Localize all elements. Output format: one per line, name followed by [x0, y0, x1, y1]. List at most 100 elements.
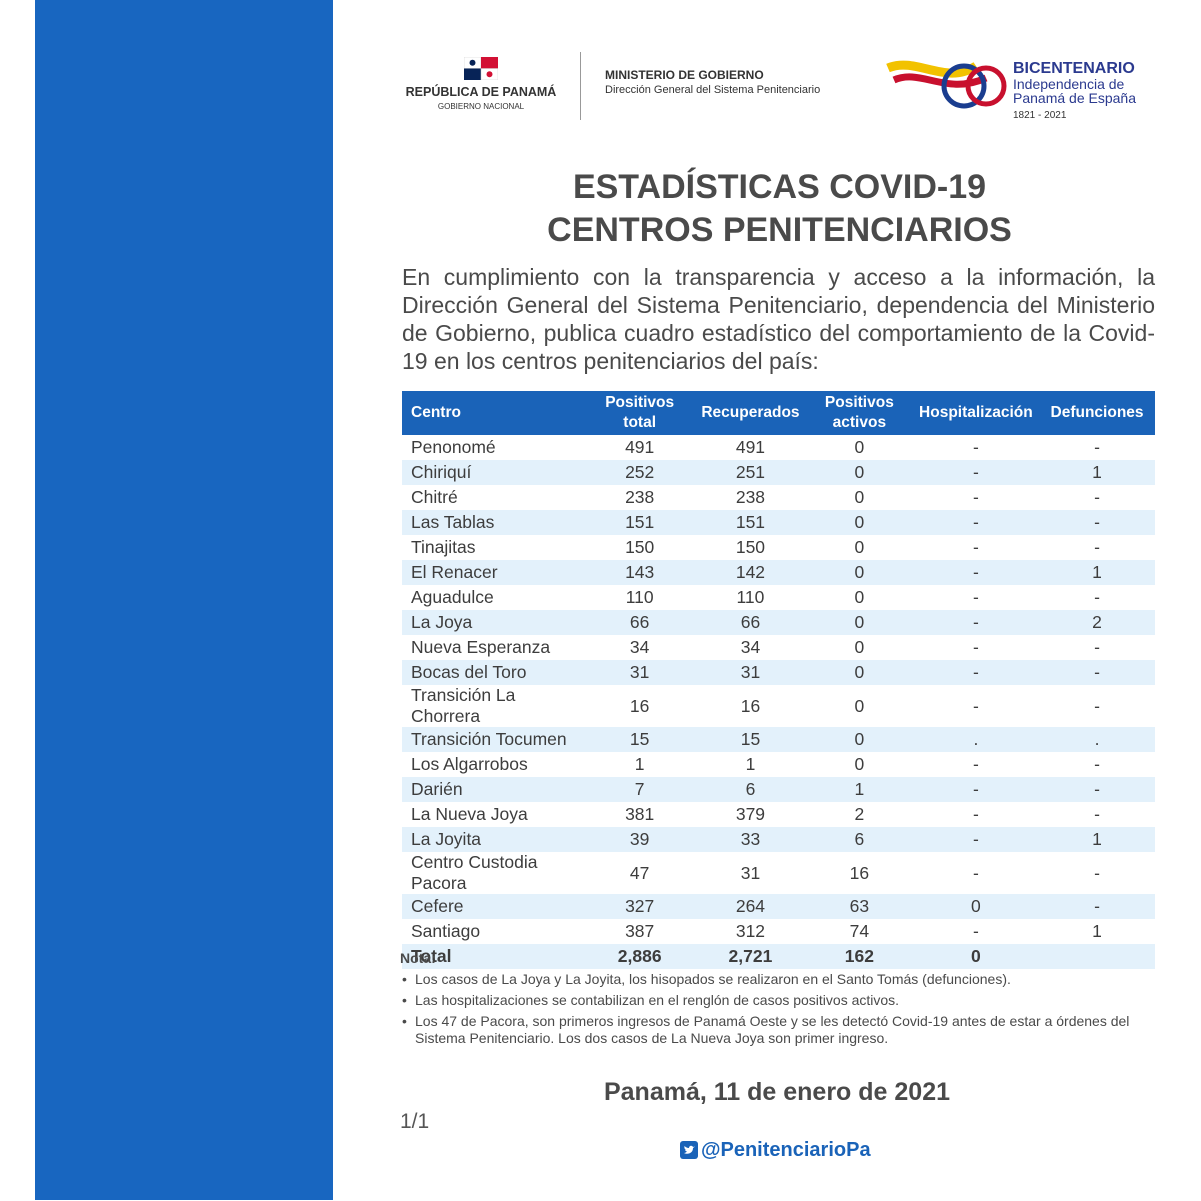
cell: 0: [854, 637, 865, 657]
cell: .: [1039, 727, 1155, 752]
cell: -: [912, 777, 1040, 802]
cell: 251: [694, 460, 807, 485]
cell: Nueva Esperanza: [411, 637, 551, 657]
row: Darién 7 6 1- -: [402, 777, 1155, 802]
cell: 63: [806, 894, 913, 919]
cell: -: [972, 487, 979, 507]
cell: 1: [745, 754, 756, 774]
column-header: Positivos total: [584, 391, 695, 435]
cell: 143: [584, 560, 695, 585]
cell: Penonomé: [411, 437, 496, 457]
cell: 387: [625, 921, 655, 941]
column-header-text: Centro: [411, 404, 461, 421]
column-header: Defunciones: [1039, 391, 1155, 435]
cell: -: [972, 804, 979, 824]
total-row: Total 2,886 2,721 162 0: [402, 944, 1155, 969]
cell: Las Tablas: [402, 510, 585, 535]
cell: 1: [1039, 827, 1155, 852]
cell: 0: [806, 660, 913, 685]
cell: -: [972, 587, 979, 607]
cell: -: [972, 637, 979, 657]
bicent-line1: Independencia de: [1013, 76, 1125, 92]
cell: -: [912, 660, 1040, 685]
cell: -: [1039, 660, 1155, 685]
cell: 74: [849, 921, 870, 941]
cell: 0: [854, 437, 865, 457]
column-header-text: Defunciones: [1050, 404, 1144, 421]
header-row: Centro Positivos total Recuperados Positivo…: [402, 391, 1155, 435]
cell: La Nueva Joya: [411, 804, 528, 824]
cell: Tinajitas: [411, 537, 476, 557]
cell: 6: [694, 777, 807, 802]
total-cell: Total: [402, 944, 585, 969]
cell: 2: [854, 804, 865, 824]
cell: -: [972, 437, 979, 457]
cell: 15: [584, 727, 695, 752]
cell: -: [1039, 777, 1155, 802]
cell: La Joyita: [402, 827, 585, 852]
cell: 264: [694, 894, 807, 919]
cell: 66: [694, 610, 807, 635]
cell: 0: [806, 610, 913, 635]
column-header: Recuperados: [694, 391, 807, 435]
row: Tinajitas 150 150 0 - -: [402, 535, 1155, 560]
cell: -: [1094, 754, 1100, 774]
row: Transición La Chorrera 16 16 0 - -: [402, 685, 1155, 727]
notes-heading: Nota:: [400, 950, 436, 966]
row: Chitré 238 238 0 - -: [402, 485, 1155, 510]
row: Transición Tocumen 15 15 0..: [402, 727, 1155, 752]
cell: 15: [694, 727, 807, 752]
row: Aguadulce 110 110 0 - -: [402, 585, 1155, 610]
row: La Joyita 39 33 6-1: [402, 827, 1155, 852]
cell: 0: [806, 510, 913, 535]
cell: 150: [625, 537, 655, 557]
row: La Joya 66 66 0-2: [402, 610, 1155, 635]
row: Centro Custodia Pacora 47 31 16 - -: [402, 852, 1155, 894]
bicentenario-logo: [886, 60, 1007, 109]
cell: 151: [584, 510, 695, 535]
cell: Centro Custodia Pacora: [411, 852, 538, 893]
row: Santiago 387 312 74 - 1: [402, 919, 1155, 944]
note-item: Los 47 de Pacora, son primeros ingresos …: [400, 1013, 1160, 1047]
cell: Darién: [402, 777, 585, 802]
column-header-text: Positivos activos: [824, 394, 894, 431]
cell: Cefere: [402, 894, 585, 919]
cell: 110: [625, 587, 654, 607]
column-header: Centro: [402, 391, 585, 435]
cell: -: [1094, 695, 1100, 716]
column-header-text: Recuperados: [701, 404, 800, 421]
bicent-line2: Panamá de España: [1013, 90, 1136, 106]
cell: 151: [694, 510, 807, 535]
column-header: Positivos activos: [806, 391, 913, 435]
row: Los Algarrobos 1 1 0 - -: [402, 752, 1155, 777]
cell: Bocas del Toro: [402, 660, 585, 685]
cell: 142: [694, 560, 807, 585]
twitter-handle: @PenitenciarioPa: [701, 1139, 871, 1161]
row: Penonomé 491 491 0 - -: [402, 435, 1155, 460]
cell: 0: [854, 487, 865, 507]
cell: -: [1039, 510, 1155, 535]
row: Cefere 327 264 63 0-: [402, 894, 1155, 919]
cell: -: [1094, 487, 1100, 507]
cell: -: [1094, 437, 1100, 457]
cell: Aguadulce: [411, 587, 494, 607]
gov: GOBIERNO NACIONAL: [437, 102, 525, 111]
cell: 2: [1039, 610, 1155, 635]
table: Centro Positivos total Recuperados Positivo…: [402, 391, 1155, 969]
cell: Los Algarrobos: [411, 754, 528, 774]
cell: 379: [735, 804, 766, 824]
cell: -: [1094, 637, 1100, 657]
cell: -: [972, 754, 979, 774]
cell: 381: [625, 804, 655, 824]
cell: -: [1094, 862, 1100, 883]
cell: Chitré: [411, 487, 458, 507]
cell: 33: [694, 827, 807, 852]
cell: 7: [584, 777, 695, 802]
cell: -: [912, 827, 1040, 852]
cell: 34: [740, 637, 761, 657]
cell: 31: [584, 660, 695, 685]
title-line: CENTROS PENITENCIARIOS: [547, 211, 1012, 249]
row: Chiriquí 252 251 0-1: [402, 460, 1155, 485]
row: Las Tablas 151 151 0- -: [402, 510, 1155, 535]
cell: -: [1094, 804, 1100, 824]
